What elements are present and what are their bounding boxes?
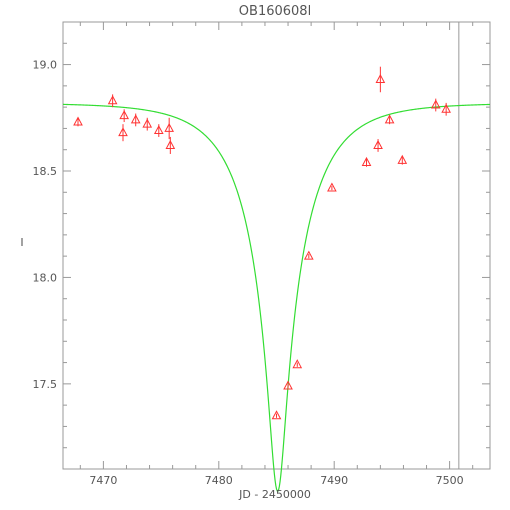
y-axis-label: I [20,236,23,249]
model-curve [62,103,491,492]
plot-frame [62,21,491,470]
data-point [361,156,372,166]
data-point [130,114,141,124]
x-axis-label: JD - 2450000 [238,488,311,501]
data-point [292,359,303,369]
data-point [375,73,386,83]
y-tick-label: 18.0 [33,271,58,284]
y-tick-label: 19.0 [33,59,58,72]
y-axis-ticks: 17.5 18.0 18.5 19.0 [33,42,490,449]
x-tick-label: 7470 [89,474,117,487]
data-point [430,99,441,109]
chart-title: OB160608l [239,4,311,19]
x-tick-label: 7500 [436,474,464,487]
data-point [164,122,175,132]
data-point [303,250,314,260]
data-point [327,182,337,192]
y-tick-label: 17.5 [33,378,58,391]
data-point [165,139,176,149]
data-point [441,103,451,113]
data-point [397,154,408,164]
data-point [373,139,383,149]
data-point [271,410,282,420]
data-point [107,95,118,105]
data-point [142,118,153,128]
data-point [153,124,164,135]
data-point [119,110,129,120]
x-axis-ticks: 7470 7480 7490 7500 [79,22,474,487]
x-tick-label: 7480 [205,474,233,487]
data-point [283,380,293,390]
y-tick-label: 18.5 [33,165,58,178]
data-points [73,66,451,420]
data-point [384,114,395,124]
data-point [73,116,83,126]
x-tick-label: 7490 [320,474,348,487]
data-point [118,127,128,137]
